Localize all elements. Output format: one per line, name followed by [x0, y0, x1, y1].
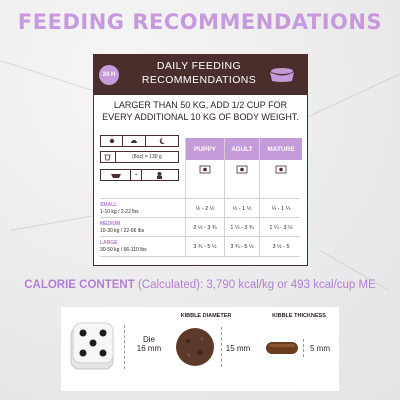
sun-icon — [101, 136, 124, 146]
row-large-label: LARGE 30-50 kg / 66-110 lbs — [100, 240, 147, 253]
table-divider — [100, 236, 300, 237]
col-head-mature: MATURE — [260, 138, 302, 160]
cell-large-puppy: 3 ¾ - 5 ½ — [193, 244, 217, 250]
cup-icon — [101, 152, 116, 162]
bowl-icon — [270, 68, 294, 82]
cell-medium-adult: 1 ½ - 3 ¾ — [230, 225, 254, 231]
dog-icon — [142, 170, 178, 180]
intro-line2: EVERY ADDITIONAL 10 KG OF BODY WEIGHT. — [102, 112, 299, 122]
half-sun-icon — [123, 136, 146, 146]
intro-text: LARGER THAN 50 KG, ADD 1/2 CUP FOR EVERY… — [96, 99, 305, 123]
marble-vein — [9, 214, 99, 231]
kibble-diameter-value: 15 mm — [225, 344, 251, 353]
calorie-value: 3,790 kcal/kg or 493 kcal/cup ME — [206, 279, 376, 291]
col-head-adult: ADULT — [225, 138, 259, 160]
column-divider — [224, 138, 225, 256]
col-head-puppy: PUPPY — [186, 138, 224, 160]
size-range: 1-10 kg / 2-22 lbs — [100, 208, 139, 215]
die-dimension-line — [124, 325, 125, 369]
size-name: MEDIUM — [100, 221, 121, 227]
legend-times — [100, 135, 179, 147]
marble-vein — [299, 73, 400, 121]
die-size: Die 16 mm — [131, 335, 167, 353]
die-size-value: 16 mm — [136, 344, 162, 353]
size-range: 10-30 kg / 22-66 lbs — [100, 227, 145, 234]
thickness-dimension-line — [303, 339, 304, 357]
calorie-label: CALORIE CONTENT — [24, 279, 135, 291]
kibble-round-icon — [176, 328, 214, 366]
calorie-content: CALORIE CONTENT (Calculated): 3,790 kcal… — [0, 279, 400, 291]
table-divider — [100, 198, 300, 199]
cell-medium-puppy: 2 ½ - 3 ¾ — [193, 225, 217, 231]
size-name: SMALL — [100, 202, 118, 208]
kibble-side-icon — [266, 342, 298, 354]
table-divider — [100, 217, 300, 218]
kibble-thickness-label: KIBBLE THICKNESS — [272, 313, 326, 319]
die-label: Die — [142, 335, 155, 344]
intro-line1: LARGER THAN 50 KG, ADD 1/2 CUP FOR — [113, 100, 288, 110]
cell-small-puppy: ½ - 2 ½ — [195, 206, 215, 212]
column-divider — [185, 138, 186, 256]
cell-large-adult: 3 ¾ - 5 ½ — [230, 244, 254, 250]
kibble-thickness-value: 5 mm — [310, 344, 330, 353]
row-small-label: SMALL 1-10 kg / 2-22 lbs — [100, 202, 139, 215]
bowl-small-icon — [101, 170, 132, 180]
cell-large-mature: 3 ½ - 5 — [272, 244, 290, 250]
size-range: 30-50 kg / 66-110 lbs — [100, 246, 147, 253]
kibble-diameter-label: KIBBLE DIAMETER — [180, 313, 232, 319]
page-title: FEEDING RECOMMENDATIONS — [17, 10, 383, 34]
feeding-card: 24 H DAILY FEEDING RECOMMENDATIONS LARGE… — [93, 54, 308, 266]
column-divider — [259, 138, 260, 256]
cup-measure-label: (8oz) = 130 g — [132, 154, 162, 160]
legend-dog: + — [100, 169, 179, 181]
table-divider — [100, 256, 300, 257]
card-heading-line2: RECOMMENDATIONS — [141, 74, 257, 86]
card-heading-line1: DAILY FEEDING — [156, 60, 242, 72]
plus-icon: + — [131, 170, 142, 180]
clock-24h-badge: 24 H — [99, 65, 119, 85]
adult-dog-icon — [236, 165, 248, 174]
card-header: 24 H DAILY FEEDING RECOMMENDATIONS — [94, 55, 307, 95]
kibble-size-panel: Die 16 mm KIBBLE DIAMETER 15 mm KIBBLE T… — [61, 307, 339, 391]
diameter-dimension-line — [221, 327, 222, 367]
die-icon — [70, 322, 114, 370]
puppy-dog-icon — [199, 165, 211, 174]
row-medium-label: MEDIUM 10-30 kg / 22-66 lbs — [100, 221, 144, 234]
legend-cup: (8oz) = 130 g — [100, 151, 179, 163]
moon-icon — [146, 136, 178, 146]
calorie-qualifier: (Calculated): — [137, 279, 204, 291]
cell-medium-mature: 1 ¼ - 3 ½ — [269, 225, 293, 231]
cell-small-mature: ¼ - 1 ¼ — [271, 206, 291, 212]
cell-small-adult: ½ - 1 ½ — [232, 206, 252, 212]
mature-dog-icon — [275, 165, 287, 174]
size-name: LARGE — [100, 240, 118, 246]
